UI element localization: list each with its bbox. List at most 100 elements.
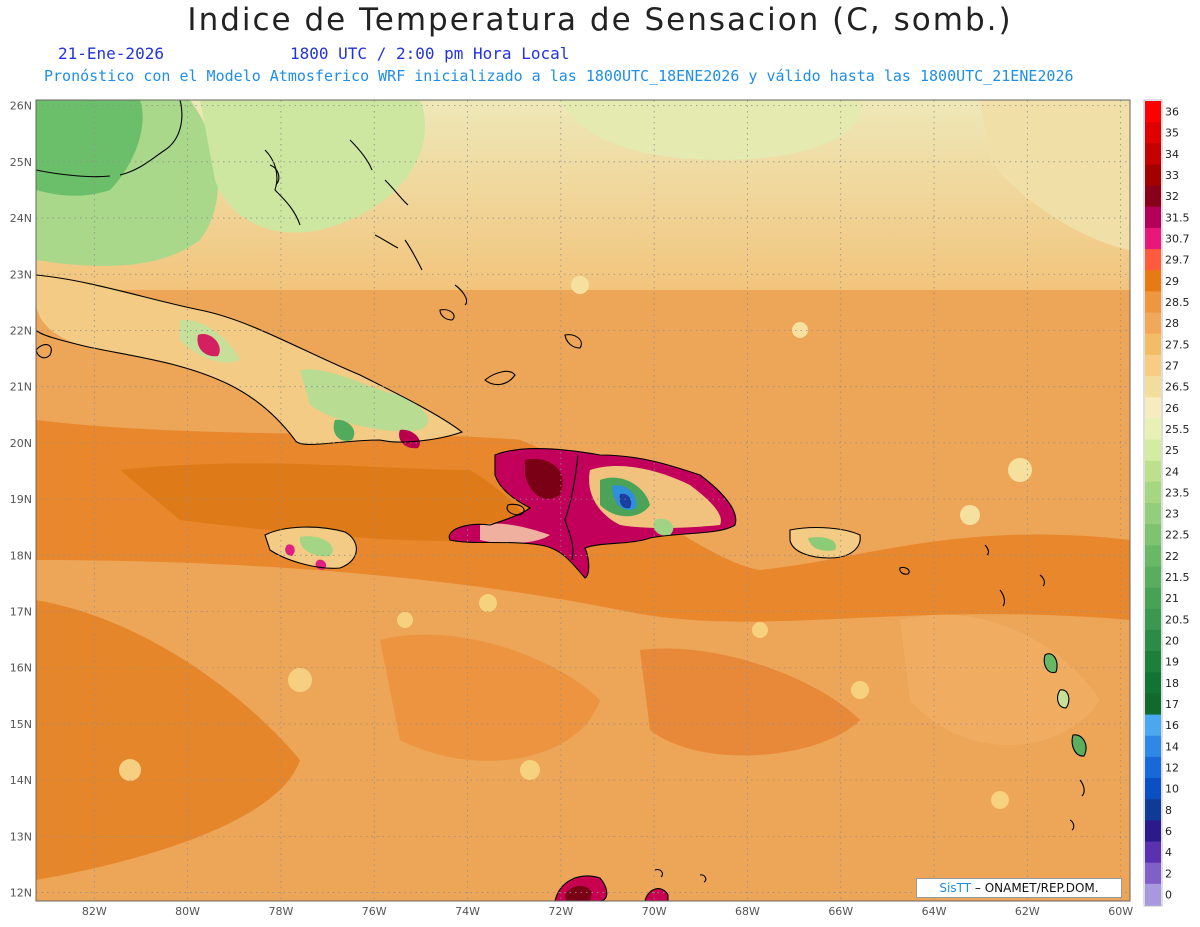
lon-label: 80W — [175, 905, 200, 918]
legend-label: 4 — [1165, 846, 1172, 859]
legend-swatch — [1145, 566, 1161, 589]
legend-label: 33 — [1165, 169, 1179, 182]
lat-label: 13N — [10, 830, 32, 843]
map-title: Indice de Temperatura de Sensacion (C, s… — [187, 2, 1013, 38]
legend-label: 29.7 — [1165, 254, 1190, 267]
legend-swatch — [1145, 714, 1161, 737]
legend-label: 22 — [1165, 550, 1179, 563]
legend-label: 27 — [1165, 359, 1179, 372]
forecast-date: 21-Ene-2026 — [58, 44, 164, 63]
forecast-subtitle: Pronóstico con el Modelo Atmosferico WRF… — [44, 67, 1074, 85]
legend-label: 31.5 — [1165, 211, 1190, 224]
field-layer — [36, 100, 1130, 901]
legend-swatch — [1145, 841, 1161, 864]
legend-label: 20.5 — [1165, 613, 1190, 626]
lon-label: 62W — [1015, 905, 1040, 918]
legend-label: 28 — [1165, 317, 1179, 330]
lat-label: 20N — [10, 437, 32, 450]
legend-swatch — [1145, 164, 1161, 187]
legend-swatch — [1145, 185, 1161, 208]
lat-label: 14N — [10, 774, 32, 787]
legend-label: 2 — [1165, 867, 1172, 880]
legend-swatch — [1145, 799, 1161, 821]
legend-label: 14 — [1165, 740, 1179, 753]
legend-swatch — [1145, 778, 1161, 800]
legend-label: 34 — [1165, 148, 1179, 161]
legend-swatch — [1145, 397, 1161, 419]
lat-label: 16N — [10, 662, 32, 675]
legend-swatch — [1145, 418, 1161, 441]
lat-label: 15N — [10, 718, 32, 731]
lat-label: 22N — [10, 324, 32, 337]
legend-swatch — [1145, 756, 1161, 779]
legend-label: 23 — [1165, 508, 1179, 521]
legend-swatch — [1145, 312, 1161, 335]
lon-label: 82W — [82, 905, 107, 918]
lat-label: 19N — [10, 493, 32, 506]
legend-label: 8 — [1165, 804, 1172, 817]
legend-label: 12 — [1165, 761, 1179, 774]
legend-swatch — [1145, 143, 1161, 165]
legend-label: 27.5 — [1165, 338, 1190, 351]
legend-label: 17 — [1165, 698, 1179, 711]
lon-label: 66W — [828, 905, 853, 918]
lat-label: 12N — [10, 887, 32, 900]
lon-label: 72W — [548, 905, 573, 918]
legend-label: 0 — [1165, 888, 1172, 901]
legend-label: 18 — [1165, 677, 1179, 690]
legend-swatch — [1145, 672, 1161, 694]
legend-label: 32 — [1165, 190, 1179, 203]
legend-label: 35 — [1165, 127, 1179, 140]
legend-label: 16 — [1165, 719, 1179, 732]
legend-swatch — [1145, 608, 1161, 631]
legend-swatch — [1145, 291, 1161, 314]
legend-swatch — [1145, 735, 1161, 758]
legend-label: 25.5 — [1165, 423, 1190, 436]
legend-swatch — [1145, 481, 1161, 504]
credit-text: – ONAMET/REP.DOM. — [974, 881, 1099, 895]
lat-label: 23N — [10, 268, 32, 281]
legend-label: 24 — [1165, 465, 1179, 478]
legend-swatch — [1145, 503, 1161, 525]
legend-label: 22.5 — [1165, 529, 1190, 542]
color-legend: 363534333231.530.729.72928.52827.52726.5… — [1143, 99, 1190, 907]
legend-label: 20 — [1165, 635, 1179, 648]
legend-swatch — [1145, 693, 1161, 716]
legend-label: 10 — [1165, 783, 1179, 796]
legend-swatch — [1145, 524, 1161, 546]
legend-label: 26 — [1165, 402, 1179, 415]
sistt-logo: SisTT — [939, 881, 972, 895]
legend-swatch — [1145, 460, 1161, 483]
lat-label: 18N — [10, 549, 32, 562]
legend-swatch — [1145, 629, 1161, 652]
legend-swatch — [1145, 587, 1161, 610]
legend-swatch — [1145, 333, 1161, 356]
legend-swatch — [1145, 439, 1161, 462]
legend-label: 21 — [1165, 592, 1179, 605]
legend-swatch — [1145, 227, 1161, 250]
lat-label: 26N — [10, 100, 32, 113]
legend-label: 29 — [1165, 275, 1179, 288]
legend-label: 30.7 — [1165, 233, 1190, 246]
lat-label: 21N — [10, 381, 32, 394]
lon-label: 60W — [1108, 905, 1133, 918]
legend-swatch — [1145, 545, 1161, 567]
legend-swatch — [1145, 354, 1161, 377]
legend-label: 28.5 — [1165, 296, 1190, 309]
legend-label: 26.5 — [1165, 381, 1190, 394]
legend-swatch — [1145, 249, 1161, 271]
legend-label: 23.5 — [1165, 486, 1190, 499]
latitude-labels: 26N 25N 24N 23N 22N 21N 20N 19N 18N 17N 16N 15N 14N 1… — [10, 100, 32, 900]
legend-swatch — [1145, 862, 1161, 885]
legend-label: 19 — [1165, 656, 1179, 669]
forecast-time: 1800 UTC / 2:00 pm Hora Local — [290, 44, 570, 63]
lon-label: 68W — [735, 905, 760, 918]
legend-label: 21.5 — [1165, 571, 1190, 584]
legend-label: 36 — [1165, 106, 1179, 119]
legend-swatch — [1145, 883, 1161, 906]
longitude-labels: 82W 80W 78W 76W 74W 72W 70W 68W 66W 64W 62W 60W — [82, 905, 1133, 918]
legend-swatch — [1145, 376, 1161, 398]
legend-swatch — [1145, 122, 1161, 144]
lat-label: 24N — [10, 212, 32, 225]
